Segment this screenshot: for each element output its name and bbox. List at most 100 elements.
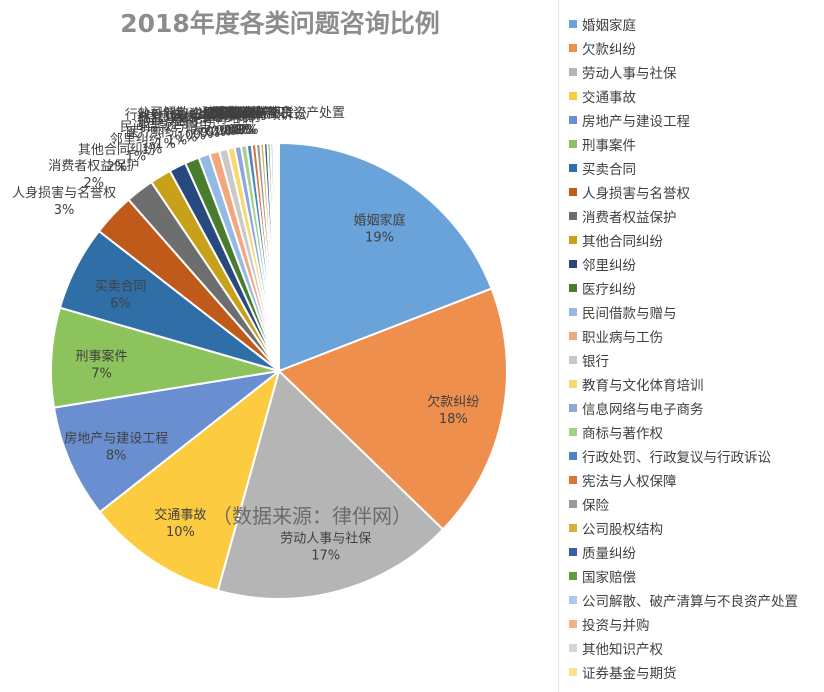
legend-swatch	[569, 236, 577, 244]
data-label-name: 教育与文化体育培训	[137, 111, 254, 127]
legend-item: 银行	[569, 348, 609, 372]
data-label-value: 0%	[205, 125, 226, 140]
legend-label: 信息网络与电子商务	[582, 402, 704, 418]
legend-label: 交通事故	[582, 90, 636, 106]
data-label-name: 医疗纠纷	[126, 125, 178, 140]
legend-item: 婚姻家庭	[569, 12, 636, 36]
legend-label: 婚姻家庭	[582, 18, 636, 34]
source-note: （数据来源：律伴网）	[212, 504, 412, 528]
legend-label: 邻里纠纷	[582, 258, 636, 274]
data-label-value: 0%	[193, 127, 214, 142]
legend-item: 保险	[569, 492, 609, 516]
legend-swatch	[569, 380, 577, 388]
legend-label: 消费者权益保护	[582, 210, 677, 226]
legend-label: 其他知识产权	[582, 642, 663, 658]
legend-swatch	[569, 356, 577, 364]
data-label-name: 质量纠纷	[208, 106, 260, 121]
data-label-name: 婚姻家庭	[353, 212, 405, 228]
legend-label: 劳动人事与社保	[582, 66, 677, 82]
legend-label: 银行	[582, 354, 609, 370]
data-label-value: 0%	[236, 123, 257, 138]
legend-label: 质量纠纷	[582, 546, 636, 562]
legend-swatch	[569, 140, 577, 148]
legend-item: 人身损害与名誉权	[569, 180, 690, 204]
legend-swatch	[569, 572, 577, 580]
data-label-name: 邻里纠纷	[110, 133, 162, 148]
data-label-name: 银行	[174, 114, 200, 129]
data-label-value: 2%	[83, 176, 104, 191]
legend-item: 信息网络与电子商务	[569, 396, 704, 420]
legend-item: 公司股权结构	[569, 516, 663, 540]
legend-label: 教育与文化体育培训	[582, 378, 704, 394]
data-label-name: 职业病与工伤	[138, 116, 216, 131]
legend-swatch	[569, 524, 577, 532]
legend-item: 教育与文化体育培训	[569, 372, 704, 396]
legend-item: 劳动人事与社保	[569, 60, 677, 84]
legend-swatch	[569, 500, 577, 508]
pie-slice	[98, 368, 281, 592]
legend-item: 行政处罚、行政复议与行政诉讼	[569, 444, 771, 468]
data-label-value: 0%	[215, 124, 236, 139]
data-label-name: 商标与著作权	[171, 108, 249, 124]
data-label-value: 18%	[439, 412, 468, 427]
legend-swatch	[569, 164, 577, 172]
legend-item: 宪法与人权保障	[569, 468, 677, 492]
legend-item: 质量纠纷	[569, 540, 636, 564]
legend-label: 国家赔偿	[582, 570, 636, 586]
legend-label: 公司股权结构	[582, 522, 663, 538]
legend-label: 其他合同纠纷	[582, 234, 663, 250]
chart-title: 2018年度各类问题咨询比例	[120, 9, 440, 38]
data-label-value: 3%	[54, 203, 75, 218]
data-label-name: 买卖合同	[94, 279, 146, 294]
legend-item: 国家赔偿	[569, 564, 636, 588]
legend-swatch	[569, 116, 577, 124]
legend-label: 买卖合同	[582, 162, 636, 178]
legend-label: 刑事案件	[582, 138, 636, 154]
legend-swatch	[569, 548, 577, 556]
legend-item: 医疗纠纷	[569, 276, 636, 300]
data-label-name: 行政处罚、行政复议与行政诉讼	[125, 108, 307, 123]
data-label-value: 7%	[91, 366, 112, 381]
data-label-name: 宪法与人权保障	[175, 107, 266, 123]
data-label-value: 0%	[227, 123, 248, 138]
legend-swatch	[569, 188, 577, 196]
data-label-value: 10%	[166, 525, 195, 540]
legend-swatch	[569, 284, 577, 292]
data-label-value: 0%	[224, 123, 245, 138]
legend-item: 买卖合同	[569, 156, 636, 180]
data-label-name: 消费者权益保护	[48, 158, 139, 174]
legend-item: 邻里纠纷	[569, 252, 636, 276]
data-label-value: 17%	[311, 549, 340, 564]
legend-item: 交通事故	[569, 84, 636, 108]
legend-label: 行政处罚、行政复议与行政诉讼	[582, 450, 771, 466]
data-label-name: 公司解散、破产清算与不良资产处置	[137, 105, 345, 121]
data-label-name: 其他知识产权	[207, 105, 285, 121]
legend-swatch	[569, 332, 577, 340]
data-label-value: 1%	[126, 150, 147, 165]
data-label-value: 0%	[238, 123, 259, 138]
legend-swatch	[569, 452, 577, 460]
data-label-name: 交通事故	[154, 507, 206, 523]
legend-item: 其他合同纠纷	[569, 228, 663, 252]
data-label-name: 房地产与建设工程	[64, 431, 168, 447]
legend-swatch	[569, 68, 577, 76]
data-label-value: 1%	[177, 131, 198, 146]
data-label-value: 0%	[220, 124, 241, 139]
data-label-value: 0%	[233, 123, 254, 138]
legend-swatch	[569, 92, 577, 100]
pie-slice	[277, 287, 508, 531]
legend-item: 民间借款与赠与	[569, 300, 677, 324]
legend-label: 房地产与建设工程	[582, 114, 690, 130]
data-label-value: 19%	[365, 230, 394, 245]
pie-slice	[50, 306, 280, 409]
legend-swatch	[569, 428, 577, 436]
data-label-value: 6%	[110, 296, 131, 311]
data-label-value: 0%	[211, 125, 232, 140]
data-label-name: 劳动人事与社保	[280, 531, 371, 547]
data-label-value: 8%	[106, 449, 127, 464]
legend-label: 医疗纠纷	[582, 282, 636, 298]
legend-swatch	[569, 404, 577, 412]
legend-label: 民间借款与赠与	[582, 306, 677, 322]
legend-item: 证券基金与期货	[569, 660, 677, 684]
